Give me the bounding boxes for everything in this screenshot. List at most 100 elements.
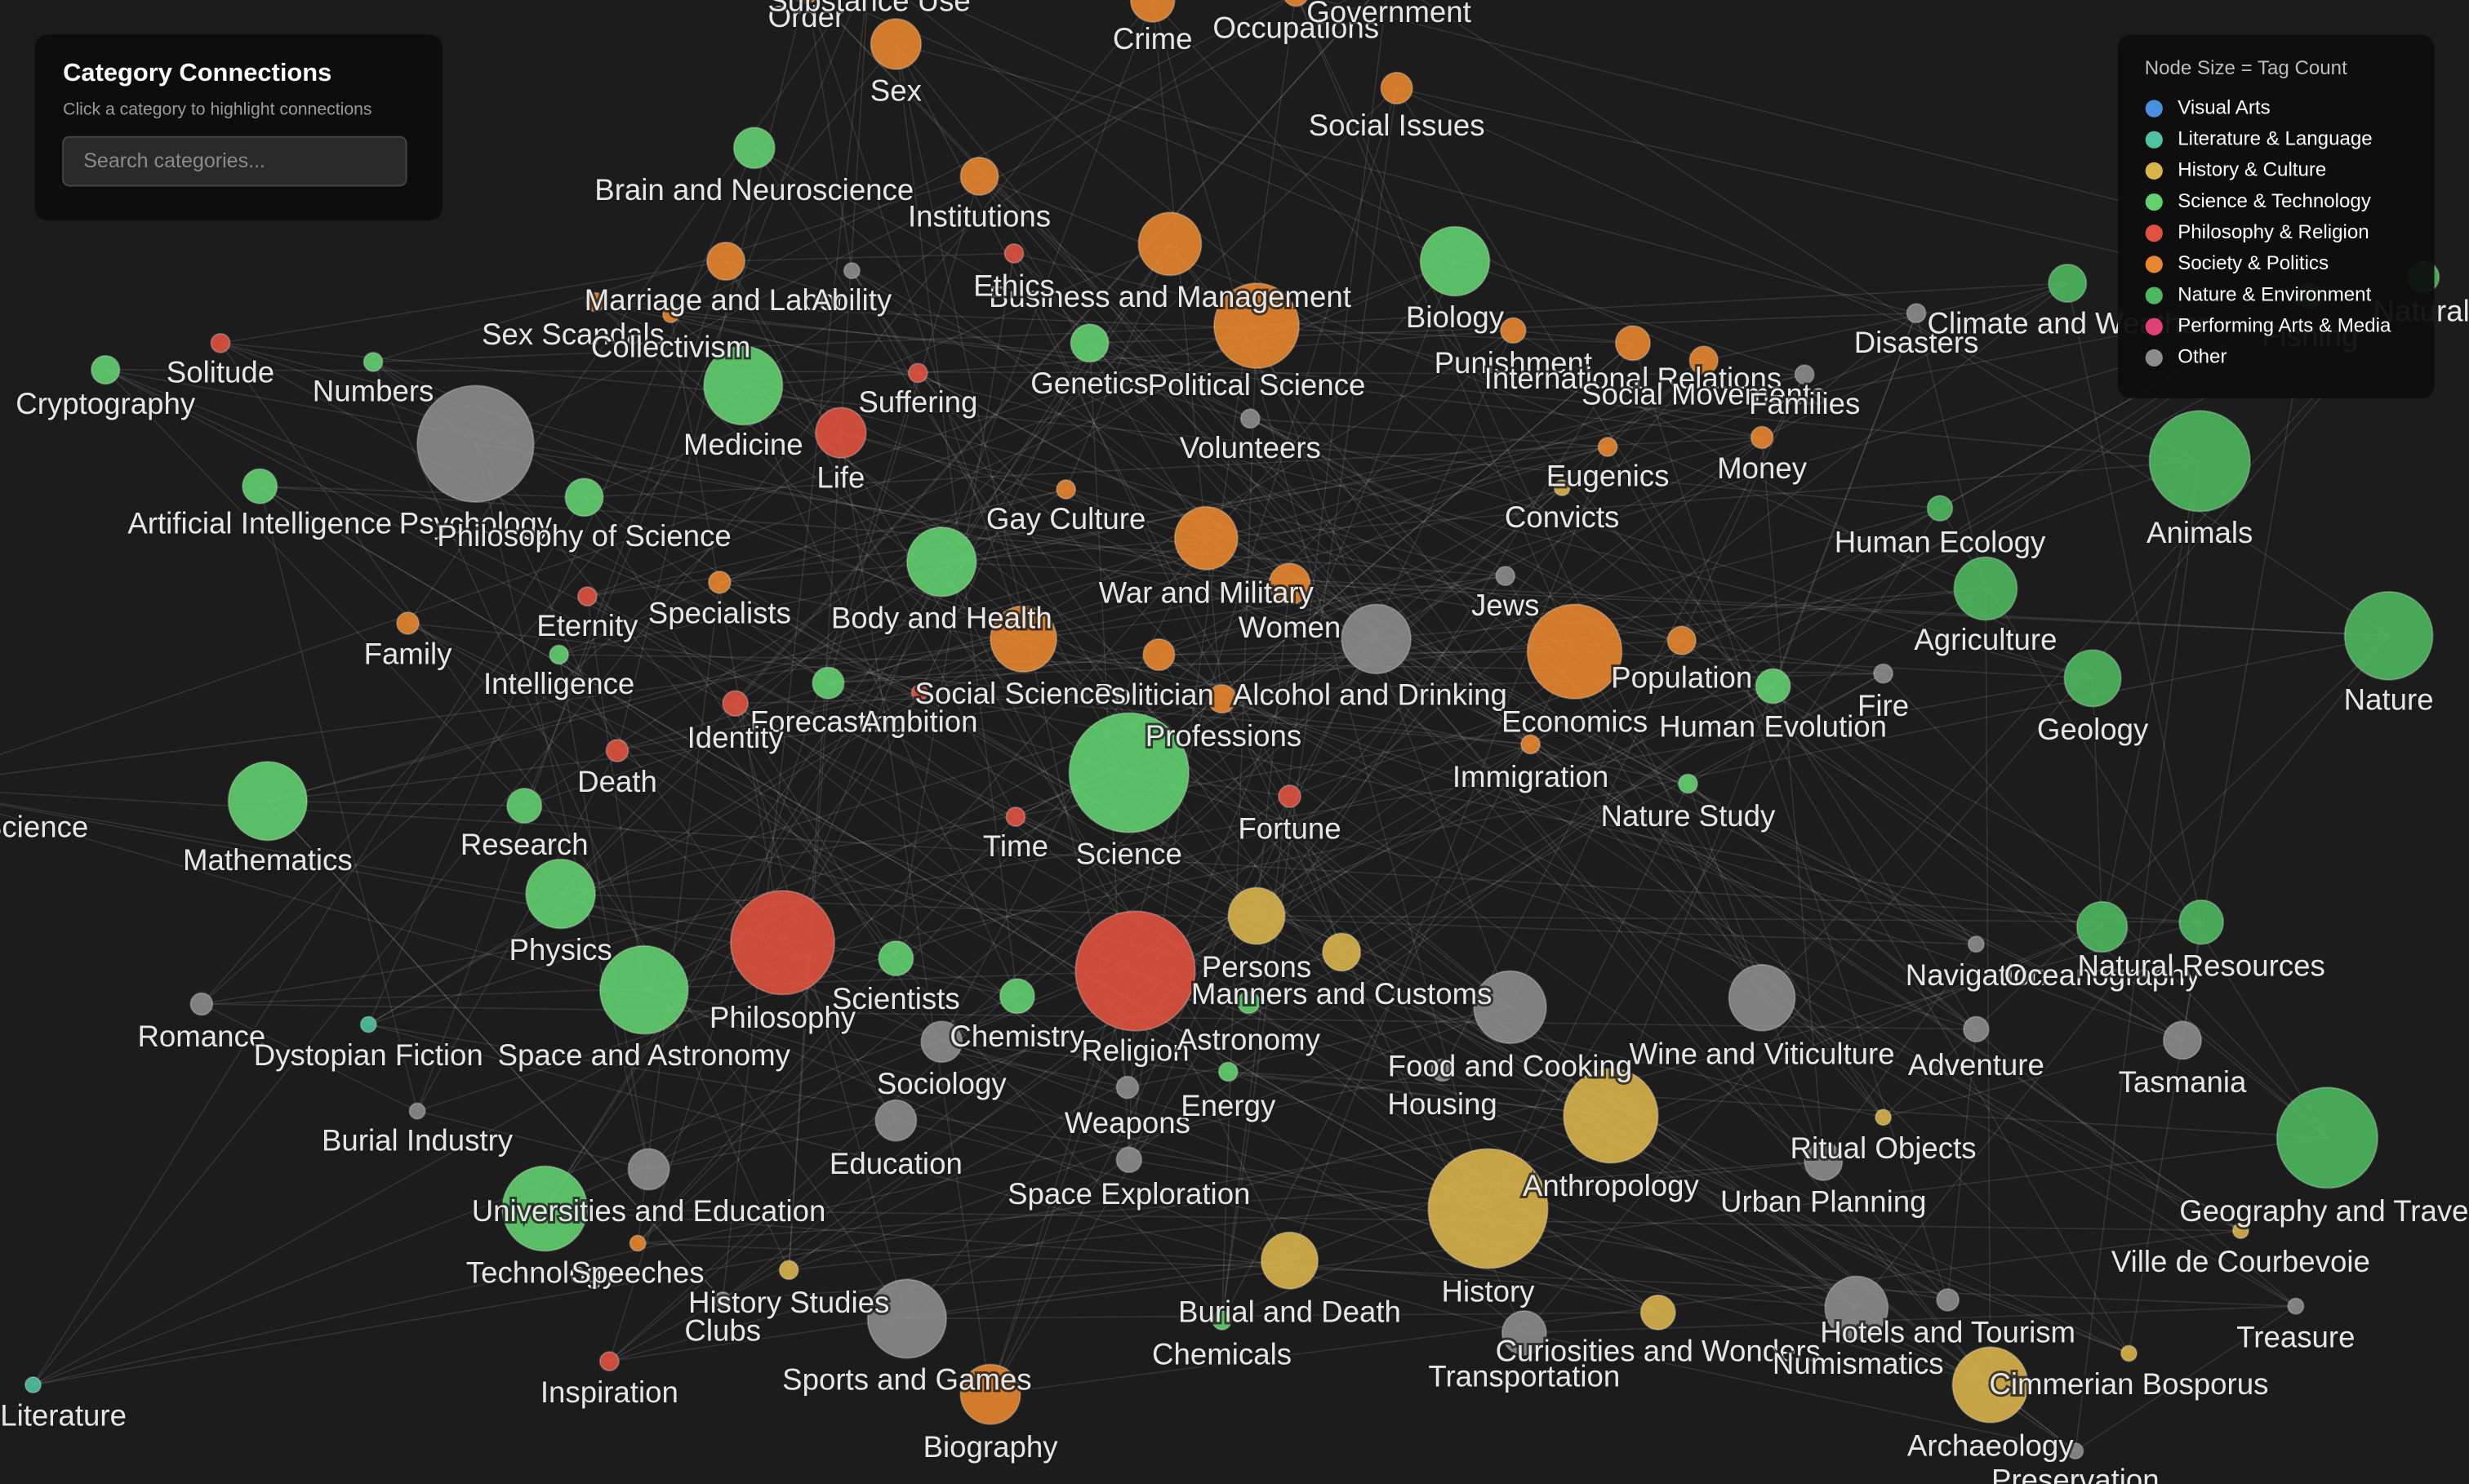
- node-label[interactable]: History: [1439, 1273, 1537, 1311]
- node-label[interactable]: Chemistry: [948, 1017, 1088, 1055]
- node-label[interactable]: Wine and Viticulture: [1627, 1034, 1897, 1073]
- node-label[interactable]: Education: [827, 1144, 965, 1183]
- node-label[interactable]: Philosophy: [707, 998, 859, 1037]
- node-label[interactable]: Immigration: [1450, 758, 1611, 796]
- node-label[interactable]: Natural Resources: [2075, 946, 2328, 984]
- node-label[interactable]: Persons: [1199, 948, 1314, 986]
- node[interactable]: [714, 1291, 732, 1309]
- node[interactable]: [1419, 225, 1491, 297]
- node[interactable]: [1005, 806, 1026, 828]
- node[interactable]: [1142, 638, 1176, 672]
- node[interactable]: [732, 127, 776, 170]
- node[interactable]: [815, 407, 867, 459]
- node-label[interactable]: Food and Cooking: [1386, 1047, 1635, 1086]
- node-label[interactable]: Space Exploration: [1005, 1175, 1252, 1213]
- node[interactable]: [210, 332, 231, 353]
- node[interactable]: [1260, 1231, 1319, 1290]
- search-input[interactable]: Search categories...: [62, 136, 407, 187]
- node-label[interactable]: Ability: [810, 281, 895, 319]
- node-label[interactable]: Psychology: [397, 504, 555, 543]
- node-label[interactable]: Navigation: [1903, 956, 2049, 994]
- node[interactable]: [905, 526, 977, 598]
- node[interactable]: [1003, 242, 1025, 264]
- node-label[interactable]: War and Military: [1097, 574, 1317, 612]
- node-label[interactable]: Anthropology: [1520, 1166, 1702, 1205]
- node[interactable]: [920, 1020, 963, 1064]
- node-label[interactable]: Hotels and Tourism: [1817, 1313, 2078, 1352]
- node-label[interactable]: Animals: [2144, 513, 2255, 552]
- node[interactable]: [1341, 603, 1412, 675]
- node[interactable]: [2343, 590, 2434, 681]
- node-label[interactable]: Preservation: [1989, 1461, 2161, 1484]
- node-label[interactable]: Disasters: [1852, 323, 1981, 362]
- node[interactable]: [1614, 325, 1652, 362]
- node-label[interactable]: Weapons: [1062, 1104, 1193, 1142]
- node-label[interactable]: Marriage and Labor: [582, 281, 847, 319]
- node-label[interactable]: Energy: [1178, 1086, 1279, 1125]
- node-label[interactable]: Solitude: [164, 353, 277, 392]
- node[interactable]: [1239, 408, 1261, 429]
- node-label[interactable]: Nature: [2342, 681, 2436, 719]
- node-label[interactable]: Inspiration: [538, 1373, 681, 1411]
- node-label[interactable]: Religion: [1079, 1032, 1191, 1070]
- node-label[interactable]: Business and Management: [986, 278, 1354, 316]
- node[interactable]: [1553, 479, 1571, 497]
- node[interactable]: [1874, 1109, 1893, 1126]
- node-label[interactable]: Professions: [1143, 717, 1304, 755]
- node-label[interactable]: Jews: [1469, 586, 1541, 624]
- node[interactable]: [1526, 603, 1623, 700]
- node-label[interactable]: Collectivism: [589, 328, 753, 367]
- node[interactable]: [2148, 410, 2251, 513]
- node-label[interactable]: Women in Literature: [0, 1397, 129, 1435]
- node[interactable]: [2120, 1344, 2138, 1362]
- node-label[interactable]: Political Science: [1146, 366, 1368, 404]
- node[interactable]: [242, 468, 278, 504]
- node[interactable]: [408, 1102, 426, 1120]
- node-label[interactable]: Geology: [2035, 710, 2151, 749]
- node-label[interactable]: Money: [1715, 449, 1809, 487]
- node-label[interactable]: Specialists: [646, 594, 794, 633]
- node[interactable]: [1427, 1148, 1549, 1269]
- node[interactable]: [1212, 282, 1301, 370]
- node[interactable]: [1283, 0, 1309, 7]
- node[interactable]: [874, 1099, 918, 1142]
- node-label[interactable]: Tasmania: [2116, 1063, 2249, 1101]
- node-label[interactable]: Fire: [1855, 686, 1911, 725]
- node-label[interactable]: Science: [1074, 835, 1185, 873]
- node[interactable]: [722, 690, 750, 718]
- node-label[interactable]: Brain and Neuroscience: [592, 171, 916, 209]
- node-label[interactable]: Cryptography: [13, 384, 198, 423]
- node[interactable]: [707, 570, 732, 594]
- node-label[interactable]: Order: [766, 0, 847, 36]
- node[interactable]: [1563, 1068, 1659, 1164]
- node[interactable]: [90, 354, 121, 385]
- node-label[interactable]: Families: [1746, 384, 1862, 423]
- node-label[interactable]: Fortune: [1235, 810, 1343, 848]
- node-label[interactable]: Mathematics: [180, 841, 354, 879]
- node[interactable]: [189, 992, 214, 1016]
- node[interactable]: [576, 586, 598, 607]
- node-label[interactable]: Alcohol and Drinking: [1230, 676, 1510, 714]
- node-label[interactable]: Crime: [1110, 20, 1194, 58]
- node-label[interactable]: Sex Scandals: [479, 315, 667, 353]
- node[interactable]: [359, 1015, 377, 1033]
- node-label[interactable]: Economics: [1499, 703, 1650, 741]
- node-label[interactable]: Ritual Objects: [1788, 1129, 1979, 1167]
- node[interactable]: [910, 683, 928, 701]
- node[interactable]: [959, 1363, 1021, 1425]
- node-label[interactable]: Manners and Customs: [1189, 975, 1494, 1013]
- node-label[interactable]: Speeches: [569, 1253, 707, 1291]
- node-label[interactable]: Numbers: [310, 372, 436, 411]
- node[interactable]: [2066, 1442, 2084, 1460]
- node[interactable]: [790, 0, 822, 4]
- node[interactable]: [2287, 1297, 2305, 1315]
- node-label[interactable]: Burial Industry: [319, 1121, 516, 1159]
- node-label[interactable]: Human Ecology: [1832, 523, 2049, 562]
- node-label[interactable]: Punishment: [1432, 344, 1595, 382]
- node[interactable]: [1728, 963, 1796, 1032]
- node-label[interactable]: Computer Science: [0, 808, 91, 846]
- node-label[interactable]: Scientists: [830, 980, 963, 1018]
- node[interactable]: [870, 18, 923, 70]
- node[interactable]: [1056, 479, 1077, 500]
- node[interactable]: [1597, 436, 1618, 458]
